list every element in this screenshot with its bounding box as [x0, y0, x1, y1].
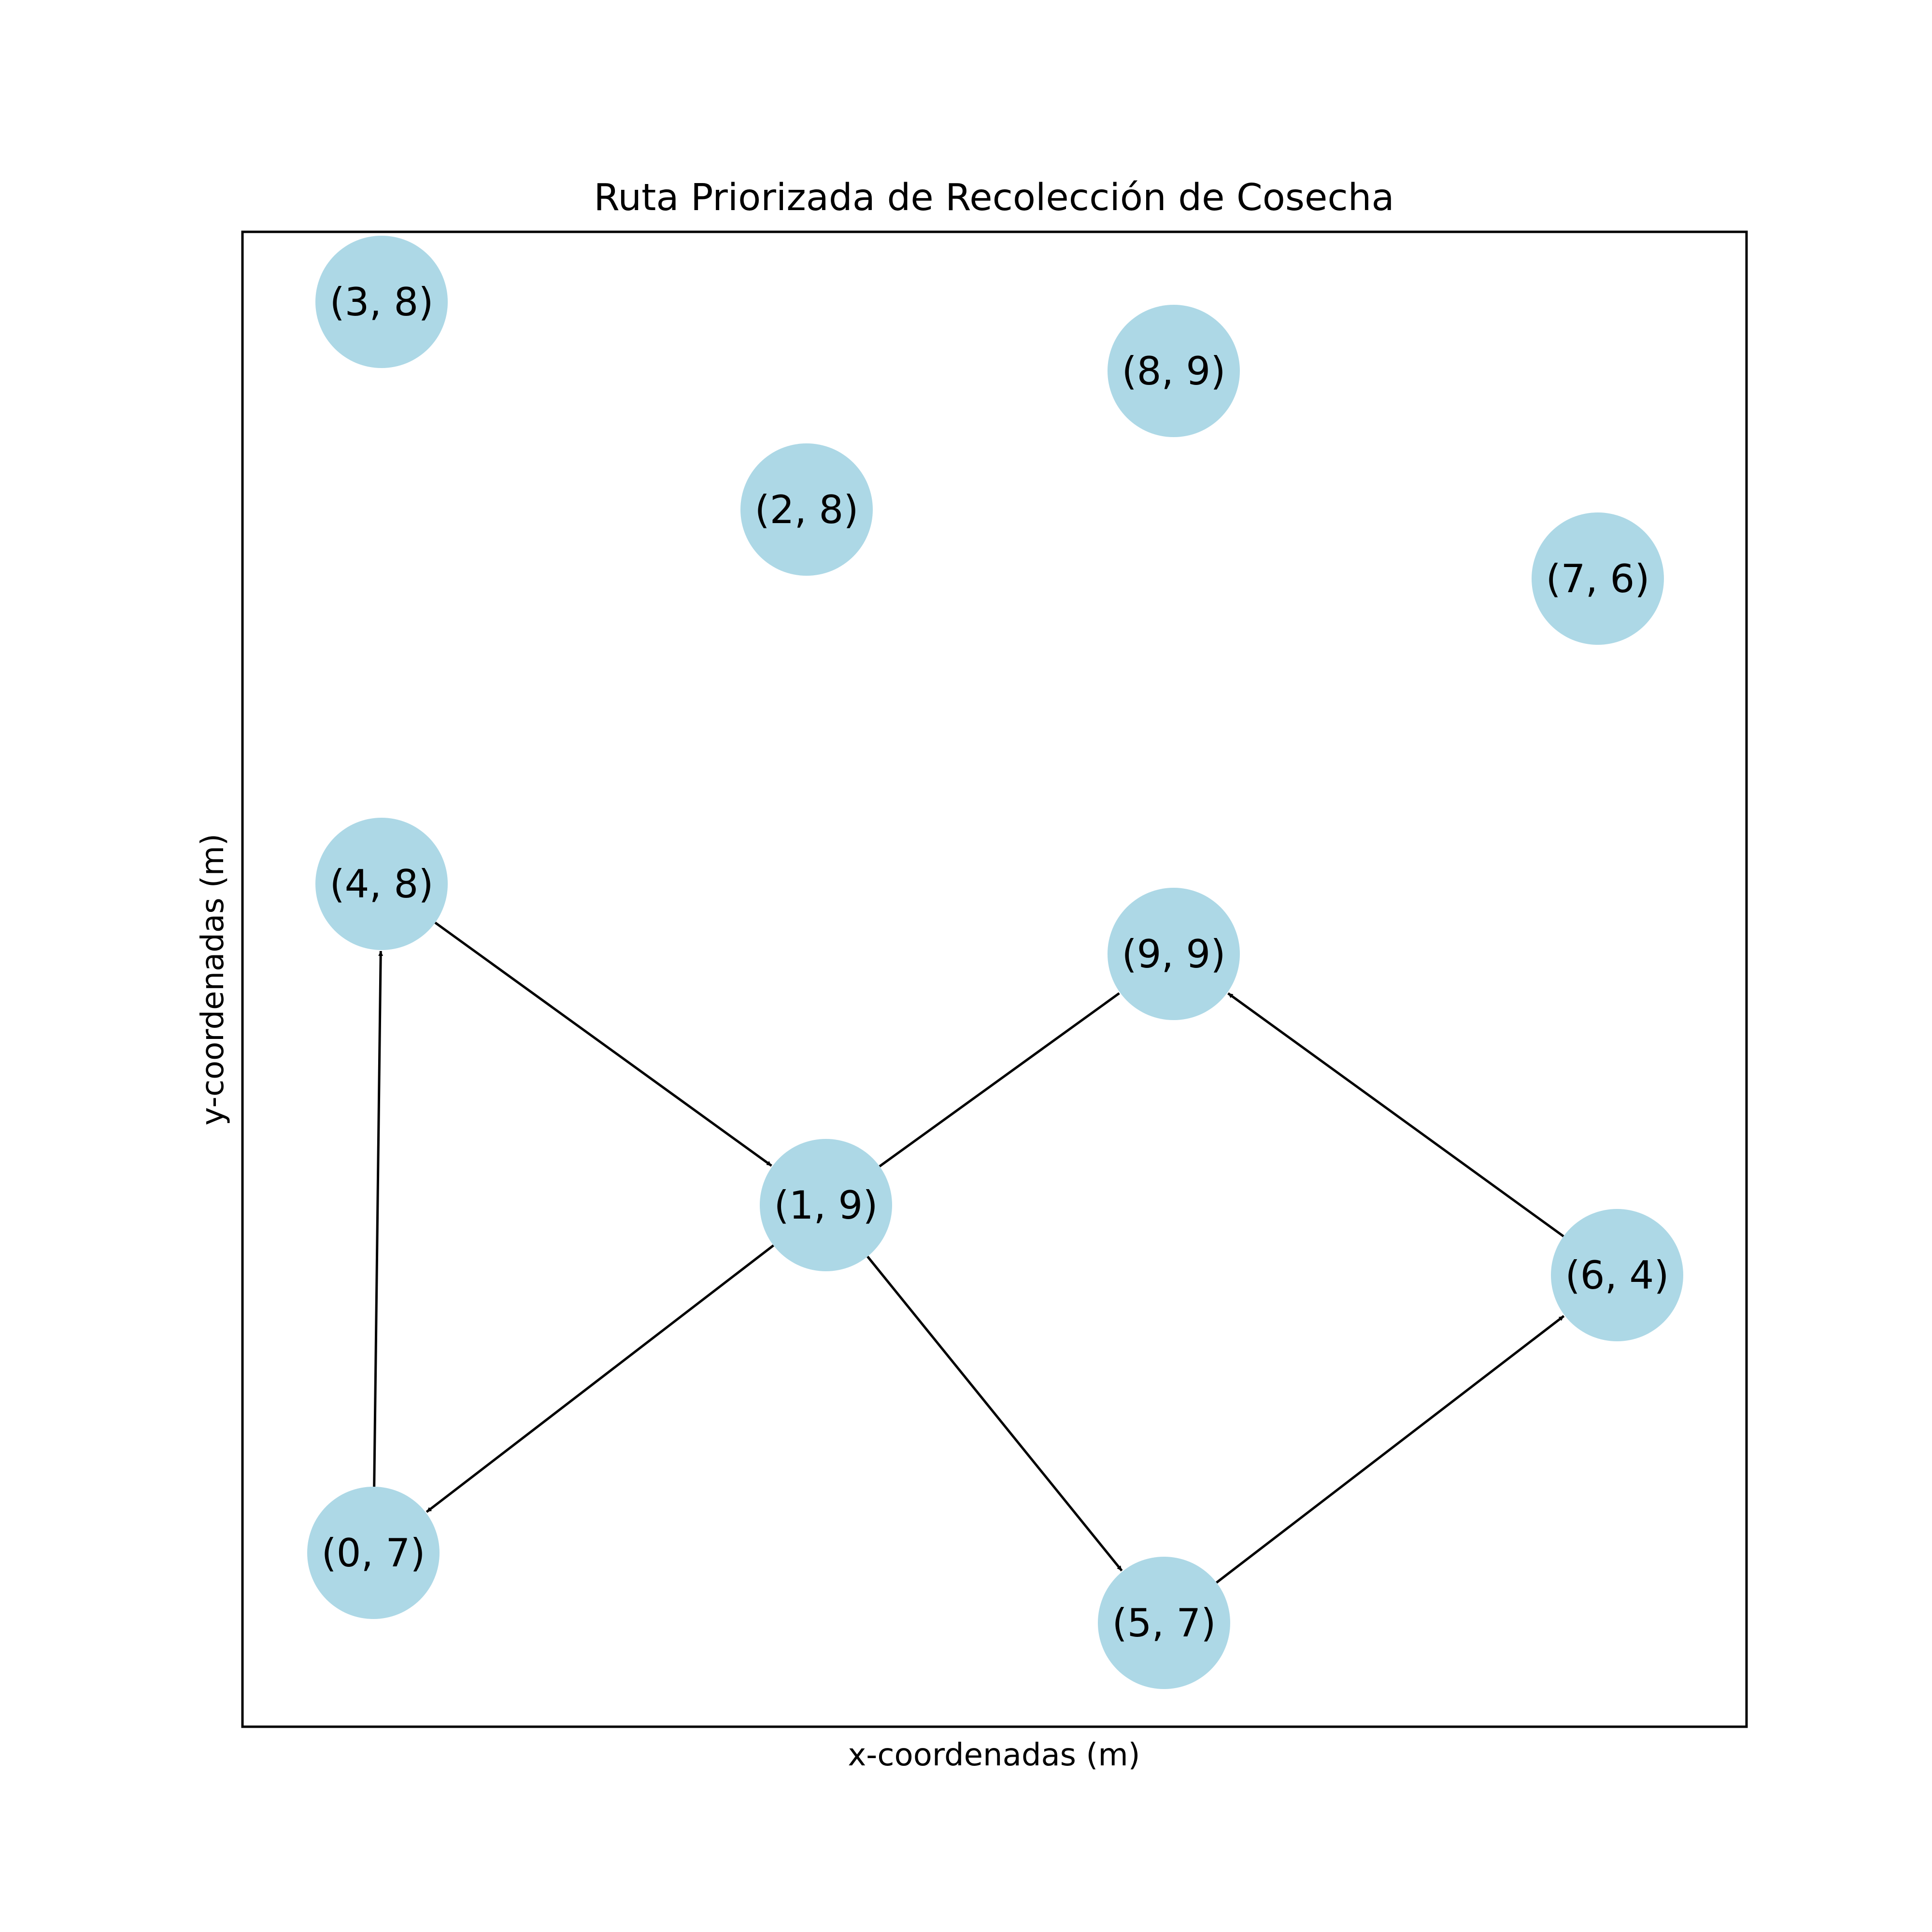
node-label: (3, 8): [329, 280, 433, 325]
node-label: (8, 9): [1122, 349, 1225, 394]
node-circle: [315, 236, 448, 368]
node-label: (7, 6): [1546, 556, 1649, 601]
edge-57-to-64: [1216, 1315, 1565, 1584]
node-48: (4, 8): [315, 818, 448, 950]
node-76: (7, 6): [1532, 512, 1664, 645]
node-19: (1, 9): [760, 1139, 892, 1271]
nodes-layer: (3, 8) (8, 9) (2, 8) (7, 6) (4, 8) (9, 9) (1, …: [307, 236, 1683, 1689]
node-circle: [307, 1487, 440, 1619]
node-circle: [760, 1139, 892, 1271]
edge-19-to-99: [879, 992, 1120, 1167]
node-99: (9, 9): [1108, 888, 1240, 1020]
node-circle: [315, 818, 448, 950]
edge-19-to-57: [867, 1255, 1123, 1572]
node-label: (2, 8): [754, 487, 858, 532]
node-circle: [1108, 888, 1240, 1020]
node-circle: [1532, 512, 1664, 645]
node-28: (2, 8): [740, 443, 873, 576]
node-label: (4, 8): [329, 862, 433, 907]
node-07: (0, 7): [307, 1487, 440, 1619]
node-38: (3, 8): [315, 236, 448, 368]
node-circle: [1108, 305, 1240, 437]
plot-frame: [241, 230, 1748, 1728]
node-57: (5, 7): [1098, 1557, 1230, 1689]
chart-title: Ruta Priorizada de Recolección de Cosech…: [594, 176, 1394, 219]
node-label: (9, 9): [1122, 932, 1225, 977]
edges-layer: [373, 922, 1565, 1584]
node-label: (6, 4): [1565, 1253, 1669, 1298]
edge-07-to-48: [373, 951, 384, 1487]
node-64: (6, 4): [1551, 1209, 1683, 1341]
node-label: (5, 7): [1112, 1601, 1216, 1646]
y-axis-label: y-coordenadas (m): [195, 834, 231, 1125]
x-axis-label: x-coordenadas (m): [848, 1737, 1140, 1773]
node-89: (8, 9): [1108, 305, 1240, 437]
node-circle: [1098, 1557, 1230, 1689]
edge-64-to-99: [1227, 992, 1564, 1237]
edge-19-to-07: [426, 1244, 774, 1513]
node-label: (1, 9): [774, 1183, 878, 1228]
node-label: (0, 7): [321, 1531, 425, 1576]
node-circle: [740, 443, 873, 576]
node-circle: [1551, 1209, 1683, 1341]
edge-48-to-19: [434, 922, 772, 1167]
